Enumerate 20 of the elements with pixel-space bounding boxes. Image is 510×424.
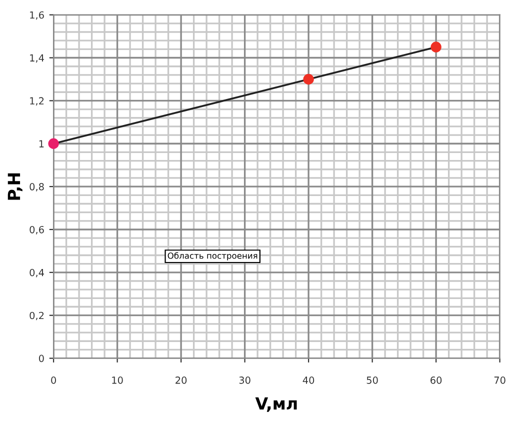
y-tick-label: 1,4 — [30, 54, 44, 63]
y-tick-label: 0,2 — [30, 312, 44, 320]
y-tick-label: 0,4 — [30, 268, 44, 278]
annotation: Область построения — [168, 252, 258, 260]
y-tick-label: 0 — [38, 354, 44, 362]
y-tick-label: 0,8 — [30, 183, 44, 192]
x-tick-label: 70 — [494, 376, 506, 384]
x-tick-label: 10 — [112, 376, 123, 384]
y-axis-title: P,Н — [8, 173, 22, 200]
y-tick-label: 0,6 — [30, 226, 44, 234]
y-tick-label: 1,6 — [30, 11, 44, 20]
x-tick-label: 50 — [366, 376, 378, 384]
y-tick-label: 1,2 — [30, 97, 44, 106]
x-tick-label: 30 — [239, 376, 250, 384]
x-tick-label: 40 — [302, 376, 314, 384]
x-axis-title: V,мл — [255, 397, 297, 412]
x-tick-label: 20 — [176, 376, 187, 384]
x-tick-label: 60 — [430, 376, 442, 384]
y-tick-label: 1 — [39, 140, 44, 148]
x-tick-label: 0 — [51, 376, 56, 384]
